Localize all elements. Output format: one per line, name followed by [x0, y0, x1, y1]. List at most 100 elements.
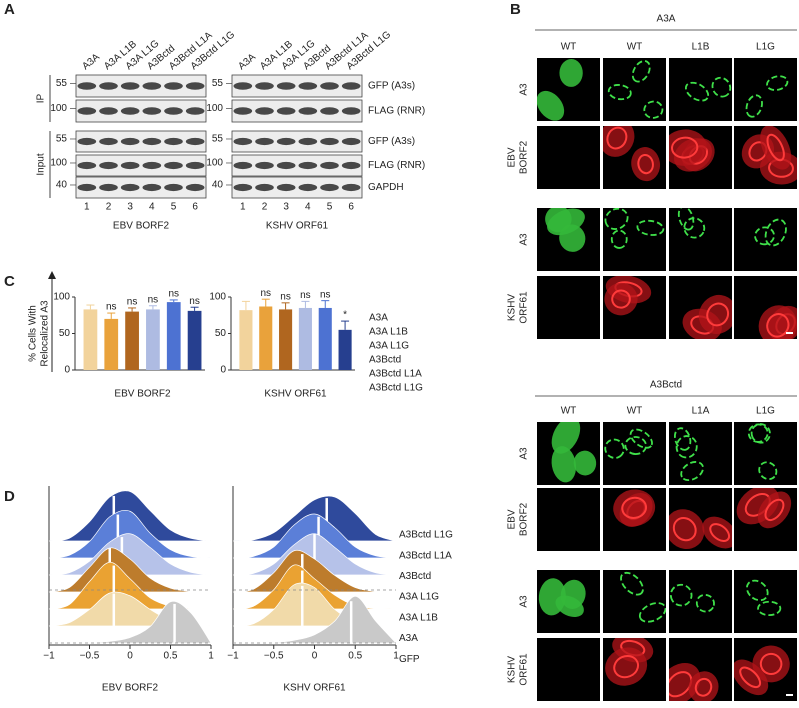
- blot-band: [142, 161, 162, 170]
- cell-edge: [624, 436, 647, 455]
- lane-number: 1: [240, 202, 246, 213]
- cell-edge: [604, 438, 625, 459]
- blot-band: [99, 107, 118, 115]
- mw-marker: 55: [56, 134, 68, 145]
- micrograph: [537, 638, 600, 701]
- cell-edge: [695, 593, 715, 613]
- x-tick-label: 1: [393, 651, 399, 662]
- x-tick-label: 0: [127, 651, 133, 662]
- row-label: KSHV: [507, 656, 518, 684]
- blot-title: KSHV ORF61: [266, 221, 329, 232]
- blot-band: [164, 107, 183, 115]
- blot-band: [99, 183, 118, 192]
- column-label: WT: [627, 406, 643, 417]
- x-tick-label: 0.5: [164, 651, 178, 662]
- lane-number: 2: [106, 202, 112, 213]
- cell-edge: [706, 302, 730, 327]
- blot-band: [255, 183, 274, 192]
- cell: [555, 595, 584, 618]
- blot-band: [99, 137, 118, 146]
- cell-edge: [709, 523, 731, 542]
- x-tick-label: −1: [227, 651, 239, 662]
- micrograph-content: [673, 427, 704, 482]
- cell-edge: [766, 75, 789, 91]
- blot-band: [142, 183, 162, 192]
- blot-title: EBV BORF2: [113, 221, 170, 232]
- cell: [603, 126, 635, 157]
- blot-band: [341, 183, 361, 192]
- cell: [758, 305, 797, 339]
- cell-edge: [672, 516, 697, 542]
- blot-band: [164, 161, 183, 170]
- blot-strip: [231, 74, 363, 98]
- micrograph-content: [736, 488, 792, 529]
- cell-edge: [620, 571, 644, 596]
- blot-band: [233, 161, 253, 170]
- column-label: WT: [627, 42, 643, 53]
- row-label: BORF2: [519, 140, 530, 174]
- blot-strip: [231, 99, 363, 123]
- section-title: A3Bctd: [650, 380, 682, 391]
- blot-strip: [75, 99, 207, 123]
- blot-band: [77, 137, 97, 146]
- legend-label: A3Bctd L1G: [399, 530, 453, 541]
- micrograph-content: [745, 75, 789, 118]
- blot-band: [233, 82, 253, 90]
- micrograph-content: [669, 129, 715, 172]
- bar: [104, 318, 119, 370]
- blot-band: [320, 107, 339, 115]
- panel-label: B: [510, 1, 521, 18]
- blot-band: [120, 161, 140, 170]
- antibody-label: GAPDH: [368, 182, 404, 193]
- micrograph-content: [604, 208, 665, 249]
- cell: [631, 147, 661, 182]
- blot-band: [120, 137, 140, 146]
- cell-edge: [636, 219, 665, 236]
- panel-label: A: [4, 1, 15, 18]
- blot-band: [99, 161, 118, 170]
- blot-band: [164, 137, 183, 146]
- chart-title: EBV BORF2: [114, 389, 171, 400]
- bar: [125, 311, 139, 370]
- cell-edge: [669, 671, 693, 698]
- significance: ns: [106, 302, 117, 313]
- blot-band: [185, 183, 205, 192]
- cell: [559, 224, 586, 252]
- cell-edge: [631, 60, 651, 83]
- blot-band: [164, 183, 183, 192]
- lane-number: 4: [305, 202, 311, 213]
- lane-number: 3: [283, 202, 289, 213]
- mw-marker: 100: [206, 103, 223, 114]
- bar: [83, 309, 98, 370]
- cell-edge: [610, 229, 628, 249]
- micrograph-content: [604, 428, 653, 459]
- cell-edge: [759, 652, 783, 676]
- bar: [318, 307, 332, 370]
- ridge: [48, 561, 212, 610]
- micrograph-content: [669, 509, 732, 550]
- micrograph-content: [613, 489, 656, 527]
- significance: ns: [280, 291, 291, 302]
- mw-marker: 40: [56, 180, 68, 191]
- x-tick-label: 0: [312, 651, 318, 662]
- blot-band: [142, 82, 162, 90]
- micrograph: [669, 570, 732, 633]
- blot-strip: [231, 130, 363, 153]
- column-label: WT: [561, 406, 577, 417]
- bar: [187, 310, 202, 370]
- legend-label: A3Bctd L1A: [399, 550, 452, 561]
- bar: [259, 306, 273, 370]
- blot-band: [77, 107, 97, 115]
- lane-number: 3: [127, 202, 133, 213]
- significance: *: [343, 310, 347, 321]
- blot-band: [276, 137, 296, 146]
- micrograph: [734, 422, 797, 485]
- ridge: [48, 547, 212, 593]
- column-label: WT: [561, 42, 577, 53]
- micrograph: [669, 208, 732, 271]
- blot-band: [276, 161, 296, 170]
- cell: [605, 647, 648, 686]
- micrograph-content: [537, 59, 583, 121]
- cell-edge: [694, 677, 713, 697]
- blot-band: [320, 183, 339, 192]
